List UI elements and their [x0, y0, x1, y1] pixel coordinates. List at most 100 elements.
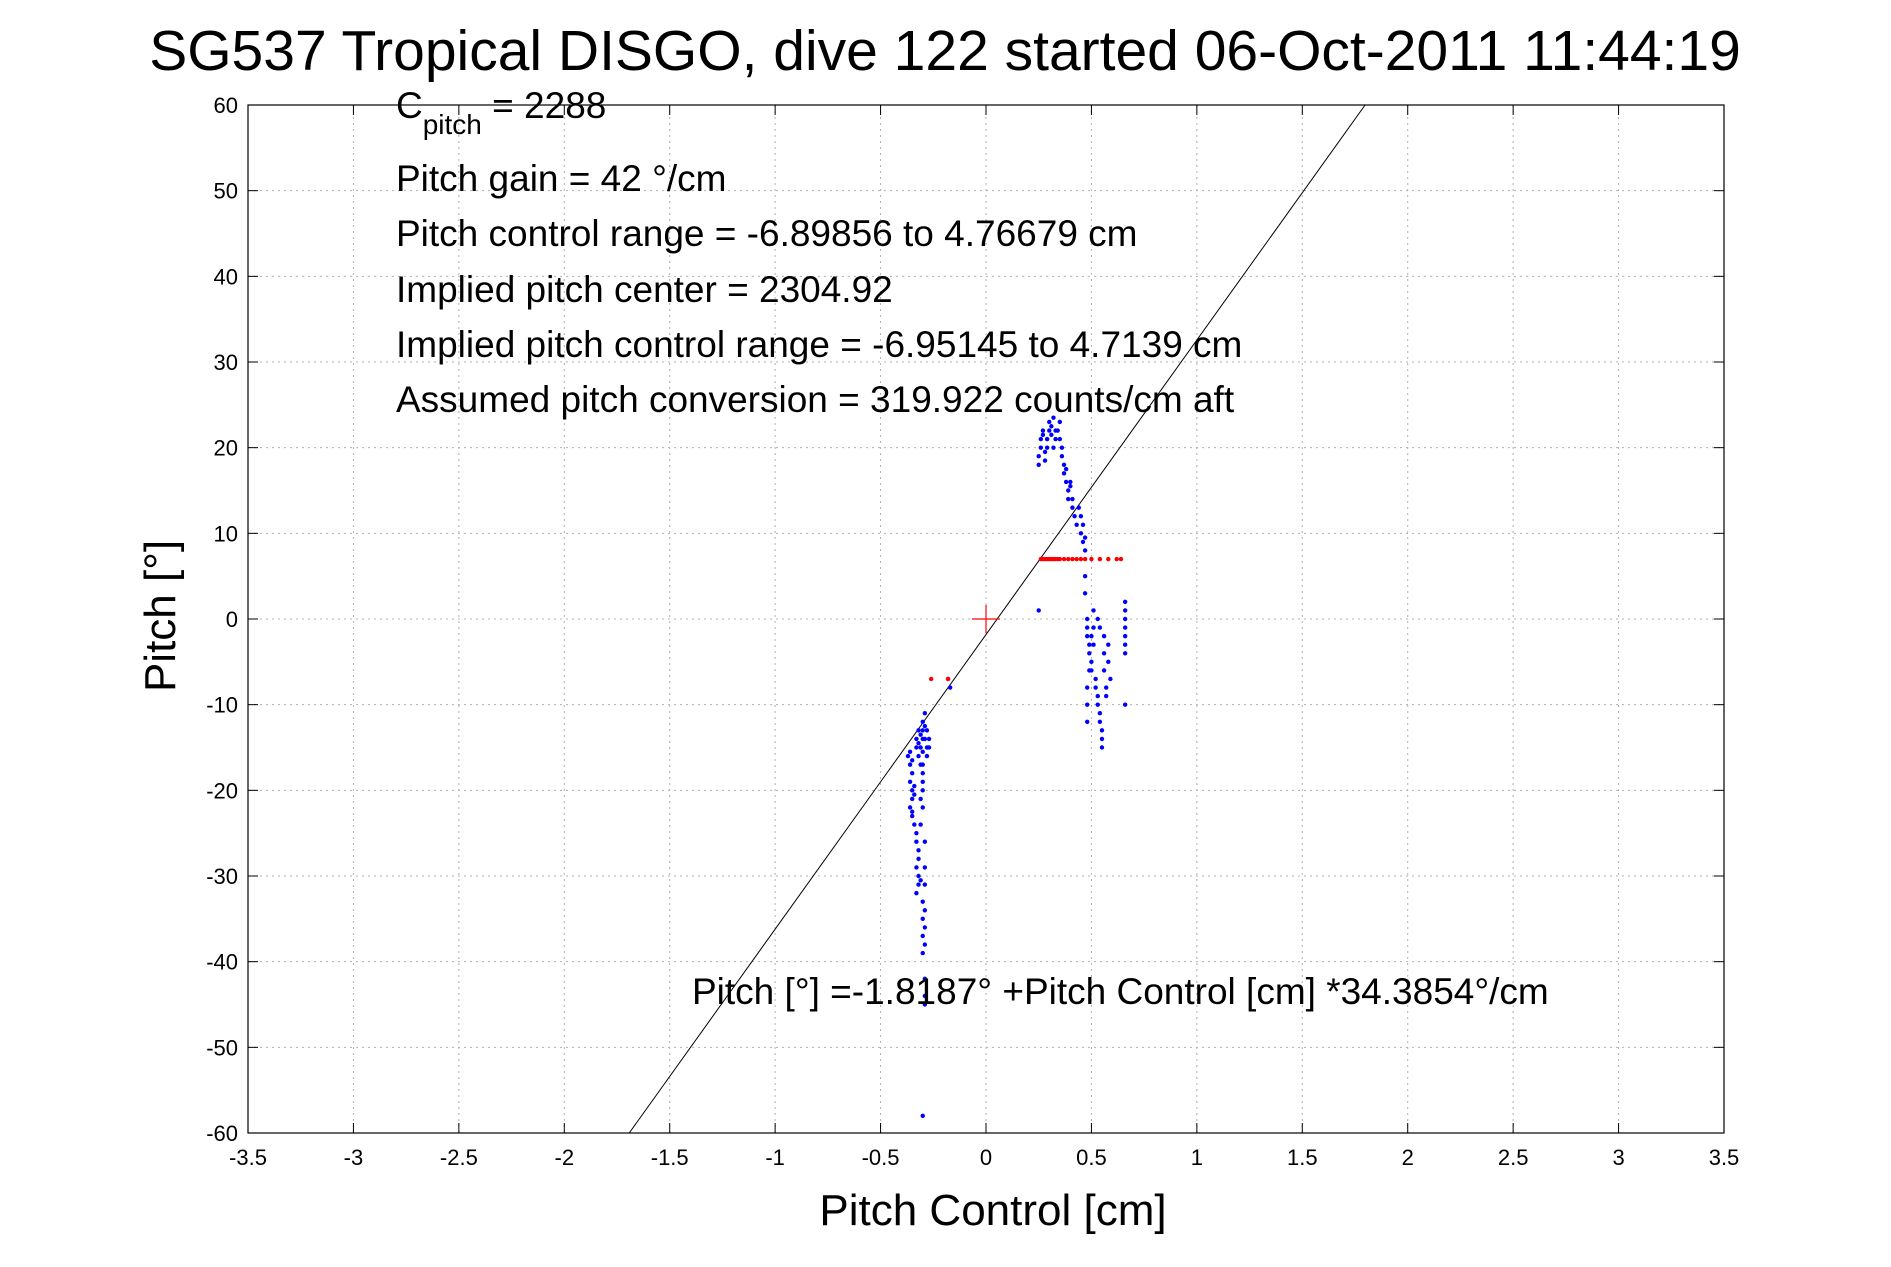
data-point: [1122, 702, 1128, 707]
y-axis-label: Pitch [°]: [136, 540, 185, 692]
x-tick-label: 1: [1191, 1145, 1203, 1170]
x-tick-label: -2: [555, 1145, 575, 1170]
data-point: [1042, 449, 1048, 455]
data-point: [1118, 556, 1124, 562]
data-point: [914, 865, 919, 870]
data-point: [1061, 471, 1067, 476]
data-point: [912, 792, 917, 797]
data-point: [910, 771, 915, 776]
annotation-pitch-gain: Pitch gain = 42 °/cm: [396, 158, 727, 199]
data-point: [1047, 419, 1052, 425]
data-point: [1082, 591, 1088, 596]
x-tick-label: 0: [980, 1145, 992, 1170]
data-point: [920, 728, 925, 733]
data-point: [916, 728, 921, 733]
data-point: [1049, 424, 1054, 429]
x-tick-label: 0.5: [1076, 1145, 1107, 1170]
data-point: [920, 779, 925, 784]
data-point: [947, 685, 953, 690]
data-point: [1099, 736, 1105, 742]
annotation-cpitch-rest: = 2288: [482, 85, 606, 126]
data-point: [926, 736, 932, 742]
annotation-pitch-control-range: Pitch control range = -6.89856 to 4.7667…: [396, 213, 1138, 254]
data-point: [1089, 556, 1094, 562]
data-point: [1061, 556, 1067, 562]
data-point: [1122, 608, 1128, 613]
data-point: [922, 711, 928, 716]
data-point: [920, 762, 925, 767]
data-point: [922, 942, 928, 947]
data-point: [1066, 496, 1071, 502]
data-point: [1080, 539, 1086, 545]
y-tick-label: -20: [206, 778, 238, 803]
data-point: [924, 728, 930, 733]
x-tick-label: -1: [765, 1145, 785, 1170]
data-point: [1082, 535, 1088, 540]
annotation-fit-equation: Pitch [°] =-1.8187° +Pitch Control [cm] …: [692, 971, 1549, 1012]
data-point: [1122, 633, 1128, 639]
data-point: [920, 719, 925, 724]
data-point: [1044, 445, 1050, 450]
data-point: [922, 908, 928, 913]
data-point: [920, 899, 925, 904]
data-point: [922, 865, 928, 870]
data-point: [910, 758, 915, 763]
data-point: [916, 882, 921, 887]
y-tick-label: 10: [214, 521, 238, 546]
data-point: [1085, 633, 1090, 639]
data-point: [1093, 676, 1098, 682]
x-tick-label: -0.5: [862, 1145, 900, 1170]
data-point: [920, 788, 925, 793]
data-point: [1091, 625, 1096, 630]
data-point: [916, 873, 921, 879]
center-marker-layer: [972, 605, 1000, 633]
data-point: [1082, 556, 1088, 562]
data-point: [918, 745, 923, 750]
data-point: [922, 925, 928, 930]
data-point: [1051, 415, 1056, 420]
data-point: [1106, 556, 1111, 562]
data-point: [1042, 458, 1048, 463]
data-point: [922, 736, 928, 742]
data-point: [1099, 745, 1105, 750]
annotation-cpitch: Cpitch = 2288: [396, 85, 606, 140]
data-point: [1114, 556, 1119, 562]
annotation-cpitch-main: C: [396, 85, 423, 126]
data-point: [920, 771, 925, 776]
data-point: [920, 916, 925, 922]
data-point: [1068, 484, 1073, 489]
data-point: [1036, 608, 1041, 613]
annotation-cpitch-sub: pitch: [423, 109, 482, 140]
x-tick-label: -1.5: [651, 1145, 689, 1170]
data-point: [1085, 616, 1090, 622]
data-point: [922, 993, 928, 999]
data-point: [1103, 693, 1109, 699]
data-point: [1101, 633, 1107, 639]
y-tick-label: 0: [226, 607, 238, 632]
data-point: [1095, 702, 1100, 707]
data-point: [1057, 419, 1063, 425]
data-point: [1082, 573, 1088, 579]
data-point: [1036, 454, 1041, 459]
data-point: [1061, 462, 1067, 467]
data-point: [918, 878, 923, 883]
data-point: [1122, 625, 1128, 630]
data-point: [1066, 556, 1071, 562]
data-point: [910, 788, 915, 793]
data-point: [1122, 642, 1128, 647]
data-point: [1089, 633, 1094, 639]
data-point: [1063, 479, 1069, 485]
data-point: [1047, 428, 1052, 433]
data-point: [1076, 505, 1081, 510]
plot-frame: [247, 104, 1725, 1134]
data-point: [922, 723, 928, 729]
data-point: [922, 882, 928, 887]
y-tick-label: 30: [214, 350, 238, 375]
data-point: [1122, 599, 1128, 605]
data-point: [920, 805, 925, 810]
data-point: [1082, 548, 1088, 553]
data-point: [1059, 454, 1065, 459]
data-point: [1040, 432, 1046, 438]
x-tick-label: 3.5: [1709, 1145, 1740, 1170]
